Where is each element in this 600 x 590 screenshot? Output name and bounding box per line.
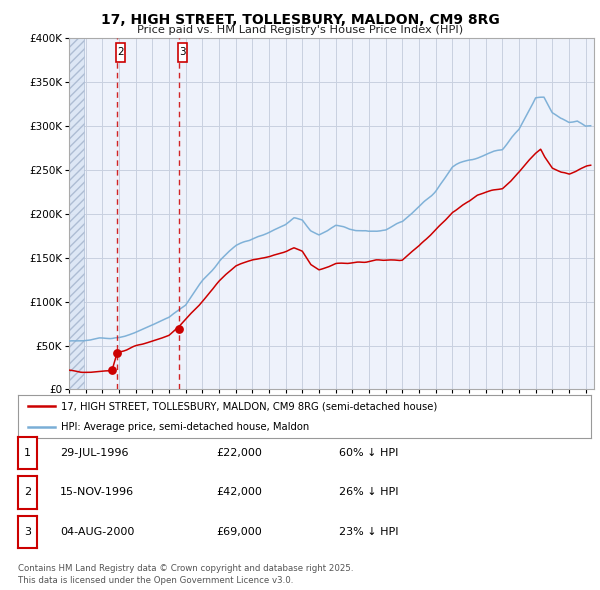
Text: 3: 3 xyxy=(179,47,186,57)
Text: £22,000: £22,000 xyxy=(216,448,262,458)
Text: £69,000: £69,000 xyxy=(216,527,262,537)
Text: Contains HM Land Registry data © Crown copyright and database right 2025.
This d: Contains HM Land Registry data © Crown c… xyxy=(18,565,353,585)
Text: 26% ↓ HPI: 26% ↓ HPI xyxy=(339,487,398,497)
Point xyxy=(107,365,117,375)
Text: 1: 1 xyxy=(24,448,31,458)
Text: 2: 2 xyxy=(24,487,31,497)
FancyBboxPatch shape xyxy=(178,42,187,62)
Point xyxy=(112,348,122,358)
Text: 15-NOV-1996: 15-NOV-1996 xyxy=(60,487,134,497)
Text: HPI: Average price, semi-detached house, Maldon: HPI: Average price, semi-detached house,… xyxy=(61,422,309,432)
Text: 2: 2 xyxy=(118,47,124,57)
FancyBboxPatch shape xyxy=(116,42,125,62)
Text: 17, HIGH STREET, TOLLESBURY, MALDON, CM9 8RG: 17, HIGH STREET, TOLLESBURY, MALDON, CM9… xyxy=(101,13,499,27)
Text: £42,000: £42,000 xyxy=(216,487,262,497)
Point xyxy=(174,324,184,333)
Text: 23% ↓ HPI: 23% ↓ HPI xyxy=(339,527,398,537)
Text: 3: 3 xyxy=(24,527,31,537)
Text: Price paid vs. HM Land Registry's House Price Index (HPI): Price paid vs. HM Land Registry's House … xyxy=(137,25,463,35)
Text: 17, HIGH STREET, TOLLESBURY, MALDON, CM9 8RG (semi-detached house): 17, HIGH STREET, TOLLESBURY, MALDON, CM9… xyxy=(61,401,437,411)
Text: 29-JUL-1996: 29-JUL-1996 xyxy=(60,448,128,458)
Text: 60% ↓ HPI: 60% ↓ HPI xyxy=(339,448,398,458)
Bar xyxy=(69,38,85,389)
Text: 04-AUG-2000: 04-AUG-2000 xyxy=(60,527,134,537)
